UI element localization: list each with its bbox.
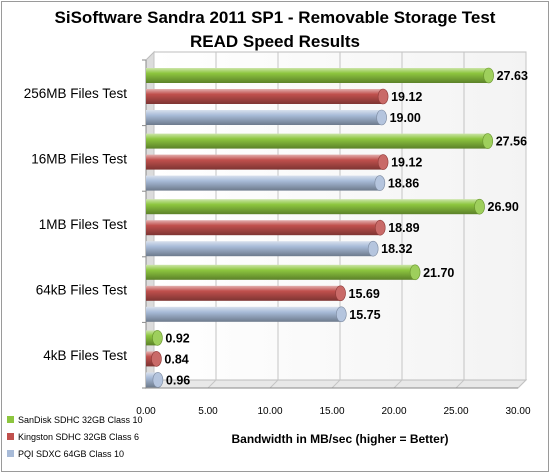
legend-swatch xyxy=(7,450,14,457)
bar-cap xyxy=(152,330,163,346)
category-label: 64kB Files Test xyxy=(36,283,128,298)
grid-line-floor xyxy=(393,379,403,389)
x-tick-label: 25.00 xyxy=(443,406,468,417)
bar-cap xyxy=(376,109,387,126)
bar xyxy=(146,219,386,236)
bar-cap xyxy=(409,264,421,281)
category-label: 4kB Files Test xyxy=(43,348,127,363)
bar-cap xyxy=(367,240,379,257)
bar-body xyxy=(146,220,381,236)
bar xyxy=(146,88,389,105)
value-label: 15.75 xyxy=(349,308,380,322)
bar xyxy=(146,133,494,149)
bar-cap xyxy=(483,67,494,84)
bar-body xyxy=(146,372,158,388)
chart-subtitle: READ Speed Results xyxy=(189,32,361,51)
bar xyxy=(146,330,163,346)
bar-cap xyxy=(374,219,386,236)
bar-body xyxy=(146,133,488,149)
bar xyxy=(146,67,494,84)
legend-label: SanDisk SDHC 32GB Class 10 xyxy=(18,415,143,425)
data-labels: 27.63 19.12 19.00 27.56 19.12 18.86 26.90 18.89… xyxy=(164,69,528,387)
grid-line-floor xyxy=(269,379,279,389)
bar-cap xyxy=(151,351,162,367)
value-label: 27.63 xyxy=(497,69,528,83)
chart-title: SiSoftware Sandra 2011 SP1 - Removable S… xyxy=(54,8,496,27)
x-tick-label: 30.00 xyxy=(505,406,530,417)
bar xyxy=(146,109,387,126)
bar xyxy=(146,175,386,191)
bar-cap xyxy=(377,88,389,105)
bar xyxy=(146,198,485,215)
bar xyxy=(146,264,421,281)
grid-line-floor xyxy=(455,379,465,389)
bar-cap xyxy=(152,372,164,388)
value-label: 0.96 xyxy=(166,373,190,387)
bar xyxy=(146,240,379,257)
bar-body xyxy=(146,89,384,104)
legend-item: SanDisk SDHC 32GB Class 10 xyxy=(7,415,143,425)
bar-body xyxy=(146,110,382,125)
legend-label: Kingston SDHC 32GB Class 6 xyxy=(18,432,139,442)
bar-body xyxy=(146,330,158,346)
legend-item: PQI SDXC 64GB Class 10 xyxy=(7,449,124,459)
bar xyxy=(146,306,347,323)
value-label: 21.70 xyxy=(423,266,454,280)
x-tick-label: 20.00 xyxy=(381,406,406,417)
bar-cap xyxy=(335,285,346,302)
bar xyxy=(146,154,389,170)
category-label: 16MB Files Test xyxy=(31,151,127,166)
bar-body xyxy=(146,306,342,322)
bar-body xyxy=(146,264,416,280)
value-label: 0.92 xyxy=(165,331,189,345)
bar-cap xyxy=(482,133,494,149)
category-labels: 256MB Files Test 16MB Files Test 1MB Files… xyxy=(24,86,128,363)
legend: SanDisk SDHC 32GB Class 10 Kingston SDHC … xyxy=(7,415,143,459)
bars xyxy=(146,67,494,388)
category-label: 256MB Files Test xyxy=(24,86,128,101)
bar-body xyxy=(146,68,489,83)
value-label: 19.12 xyxy=(391,156,422,170)
bar xyxy=(146,285,346,302)
bar-body xyxy=(146,285,341,301)
legend-item: Kingston SDHC 32GB Class 6 xyxy=(7,432,139,442)
value-label: 27.56 xyxy=(496,135,527,149)
x-tick-label: 15.00 xyxy=(319,406,344,417)
grid-line-floor xyxy=(331,379,341,389)
bar-body xyxy=(146,241,374,257)
x-axis-title: Bandwidth in MB/sec (higher = Better) xyxy=(231,432,448,446)
value-label: 26.90 xyxy=(488,200,519,214)
bar-body xyxy=(146,154,384,170)
grid-line-floor xyxy=(517,379,527,389)
category-label: 1MB Files Test xyxy=(39,217,128,232)
value-label: 18.89 xyxy=(388,221,419,235)
value-label: 19.12 xyxy=(391,90,422,104)
value-label: 15.69 xyxy=(349,287,380,301)
value-label: 0.84 xyxy=(164,352,188,366)
bar-body xyxy=(146,175,380,191)
x-axis-ticks: 0.00 5.00 10.00 15.00 20.00 25.00 30.00 xyxy=(136,406,531,417)
legend-swatch xyxy=(7,416,14,423)
x-tick-label: 10.00 xyxy=(257,406,282,417)
bar-body xyxy=(146,199,480,215)
legend-swatch xyxy=(7,433,14,440)
plot-area xyxy=(142,50,528,390)
value-label: 18.32 xyxy=(381,242,412,256)
bar-cap xyxy=(374,175,386,191)
value-label: 19.00 xyxy=(390,111,421,125)
x-tick-label: 5.00 xyxy=(198,406,218,417)
legend-label: PQI SDXC 64GB Class 10 xyxy=(18,449,124,459)
value-label: 18.86 xyxy=(388,177,419,191)
x-tick-label: 0.00 xyxy=(136,406,156,417)
bar-cap xyxy=(474,198,485,215)
bar-cap xyxy=(335,306,347,323)
bar xyxy=(146,372,164,388)
bar-cap xyxy=(377,154,389,170)
grid-line-floor xyxy=(207,379,217,389)
bar xyxy=(146,351,162,367)
